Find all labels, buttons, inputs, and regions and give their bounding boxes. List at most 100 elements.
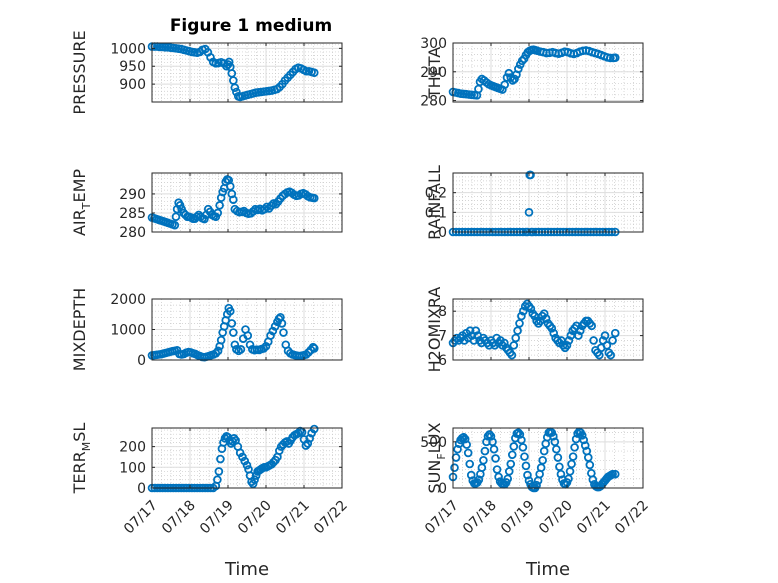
data-point	[270, 322, 280, 331]
data-point	[451, 453, 461, 462]
axes-box	[452, 42, 644, 103]
axes-box	[452, 298, 644, 361]
data-point	[259, 344, 269, 353]
data-point	[583, 453, 593, 462]
y-tick-label: 285	[119, 206, 146, 222]
data-point	[504, 467, 514, 476]
data-point	[526, 170, 535, 180]
data-point	[489, 444, 499, 454]
y-tick-label: 6	[438, 353, 447, 369]
data-point	[538, 456, 547, 465]
data-point	[500, 80, 509, 90]
data-point	[230, 83, 240, 92]
subplot-mixdepth: 0 1000 2000 MIXDEPTH	[70, 288, 343, 371]
data-point	[602, 341, 612, 350]
axes-box	[452, 427, 644, 489]
data-point	[518, 306, 528, 316]
data-point	[524, 208, 534, 217]
y-axis-label: MIXDEPTH	[70, 288, 89, 371]
data-point	[515, 319, 524, 328]
data-point	[303, 439, 313, 448]
figure-title: Figure 1 medium	[170, 16, 332, 36]
data-point	[462, 440, 471, 449]
data-point	[539, 309, 549, 318]
data-point	[511, 333, 520, 343]
data-point	[248, 479, 258, 489]
y-axis-label: RAINFALL	[425, 165, 444, 240]
data-point	[553, 453, 563, 462]
data-point	[494, 472, 503, 482]
y-tick-label: 0	[438, 225, 447, 241]
y-axis-label: H2OMIXRA	[425, 287, 444, 373]
data-point	[309, 344, 319, 353]
data-point	[214, 467, 224, 476]
y-tick-label: 280	[420, 94, 447, 110]
axes-box	[452, 172, 644, 233]
y-tick-label: 0	[438, 481, 447, 497]
y-tick-label: 2000	[110, 292, 146, 308]
data-point	[277, 319, 287, 328]
x-tick-label: 07/18	[460, 498, 500, 538]
series-air-temp	[147, 175, 319, 230]
data-point	[549, 328, 558, 338]
data-point	[216, 454, 225, 464]
data-point	[215, 201, 224, 210]
y-tick-label: 0	[137, 481, 146, 497]
data-point	[589, 336, 598, 345]
y-axis-label: SUNFLUX	[425, 422, 448, 493]
data-point	[479, 456, 488, 465]
data-point	[506, 459, 516, 469]
y-tick-label: 500	[420, 435, 447, 451]
y-tick-label: 290	[420, 65, 447, 81]
data-point	[608, 469, 617, 479]
data-point	[509, 341, 519, 350]
data-point	[594, 350, 604, 360]
data-point	[555, 462, 564, 472]
y-tick-label: 8	[438, 304, 447, 320]
series-sun-flux	[448, 427, 620, 493]
data-point	[465, 326, 475, 336]
y-tick-label: 1000	[110, 41, 146, 57]
data-point	[229, 328, 238, 337]
data-point	[526, 304, 536, 314]
data-point	[521, 461, 531, 471]
data-point	[266, 331, 275, 340]
data-point	[227, 69, 237, 78]
data-point	[491, 454, 500, 463]
data-point	[213, 208, 223, 218]
data-point	[518, 443, 528, 452]
x-tick-label: 07/21	[574, 498, 614, 538]
axes-box	[151, 42, 343, 103]
data-point	[309, 68, 319, 77]
data-point	[515, 430, 525, 439]
series-h2omixra	[448, 299, 620, 360]
data-point	[305, 434, 315, 443]
y-tick-label: 100	[119, 460, 146, 476]
data-point	[567, 459, 576, 469]
y-tick-label: 300	[420, 36, 447, 52]
subplot-pressure: 900 950 1000 PRESSURE	[70, 30, 343, 115]
data-point	[225, 306, 235, 316]
data-point	[517, 56, 527, 66]
x-tick-label: 07/20	[536, 498, 576, 538]
data-point	[541, 314, 551, 323]
y-tick-label: 950	[119, 59, 146, 75]
data-point	[274, 446, 284, 456]
data-point	[504, 68, 514, 78]
data-point	[213, 475, 222, 485]
y-tick-label: 900	[119, 77, 146, 93]
data-point	[579, 435, 589, 445]
y-axis-label: THETA	[425, 47, 444, 99]
data-point	[486, 432, 496, 441]
y-tick-label: 290	[119, 187, 146, 203]
data-point	[242, 460, 252, 470]
data-point	[301, 66, 311, 76]
y-tick-label: 0.2	[425, 186, 447, 202]
x-tick-label: 07/20	[235, 498, 275, 538]
data-point	[562, 341, 572, 350]
data-point	[492, 465, 502, 474]
data-point	[453, 444, 462, 454]
data-point	[606, 350, 615, 360]
